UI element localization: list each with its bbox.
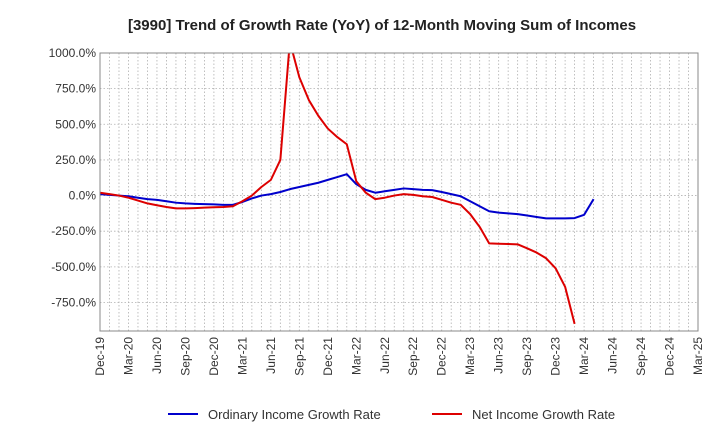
x-tick-label: Dec-21 [321, 337, 335, 376]
grid [100, 52, 698, 331]
x-tick-label: Mar-21 [235, 337, 249, 375]
x-tick-label: Mar-24 [577, 337, 591, 375]
x-tick-label: Mar-22 [349, 337, 363, 375]
chart-title: [3990] Trend of Growth Rate (YoY) of 12-… [128, 17, 636, 34]
x-tick-label: Sep-21 [292, 337, 306, 376]
x-tick-label: Sep-20 [178, 337, 192, 376]
y-tick-label: 1000.0% [49, 46, 97, 60]
y-tick-label: 250.0% [55, 153, 96, 167]
y-tick-label: 500.0% [55, 117, 96, 131]
x-tick-label: Dec-22 [435, 337, 449, 376]
series-lines [100, 53, 595, 325]
x-tick-label: Sep-22 [406, 337, 420, 376]
x-tick-label: Jun-20 [150, 337, 164, 374]
x-tick-label: Sep-24 [634, 337, 648, 376]
x-tick-label: Mar-23 [463, 337, 477, 375]
plot-frame [99, 52, 699, 332]
x-tick-label: Mar-20 [121, 337, 135, 375]
x-tick-label: Jun-24 [606, 337, 620, 374]
x-axis: Dec-19 Mar-20 Jun-20 Sep-20 Dec-20 Mar-21 Jun-… [93, 337, 705, 376]
y-tick-label: -500.0% [51, 260, 96, 274]
x-tick-label: Mar-25 [691, 337, 705, 375]
legend-label-net: Net Income Growth Rate [472, 407, 615, 422]
y-tick-label: -250.0% [51, 224, 96, 238]
y-tick-label: 750.0% [55, 82, 96, 96]
y-tick-label: 0.0% [69, 189, 97, 203]
x-tick-label: Jun-21 [264, 337, 278, 374]
y-tick-label: -750.0% [51, 295, 96, 309]
x-tick-label: Dec-20 [207, 337, 221, 376]
x-tick-label: Dec-19 [93, 337, 107, 376]
series-line-net-income [100, 53, 576, 325]
y-axis: 1000.0% 750.0% 500.0% 250.0% 0.0% -250.0% -500… [49, 46, 97, 309]
x-tick-label: Jun-23 [492, 337, 506, 374]
series-line-ordinary-income [100, 173, 595, 220]
x-tick-label: Dec-23 [549, 337, 563, 376]
legend-label-ordinary: Ordinary Income Growth Rate [208, 407, 381, 422]
x-tick-label: Jun-22 [378, 337, 392, 374]
x-tick-label: Dec-24 [663, 337, 677, 376]
x-tick-label: Sep-23 [520, 337, 534, 376]
legend: Ordinary Income Growth Rate Net Income G… [168, 407, 615, 422]
